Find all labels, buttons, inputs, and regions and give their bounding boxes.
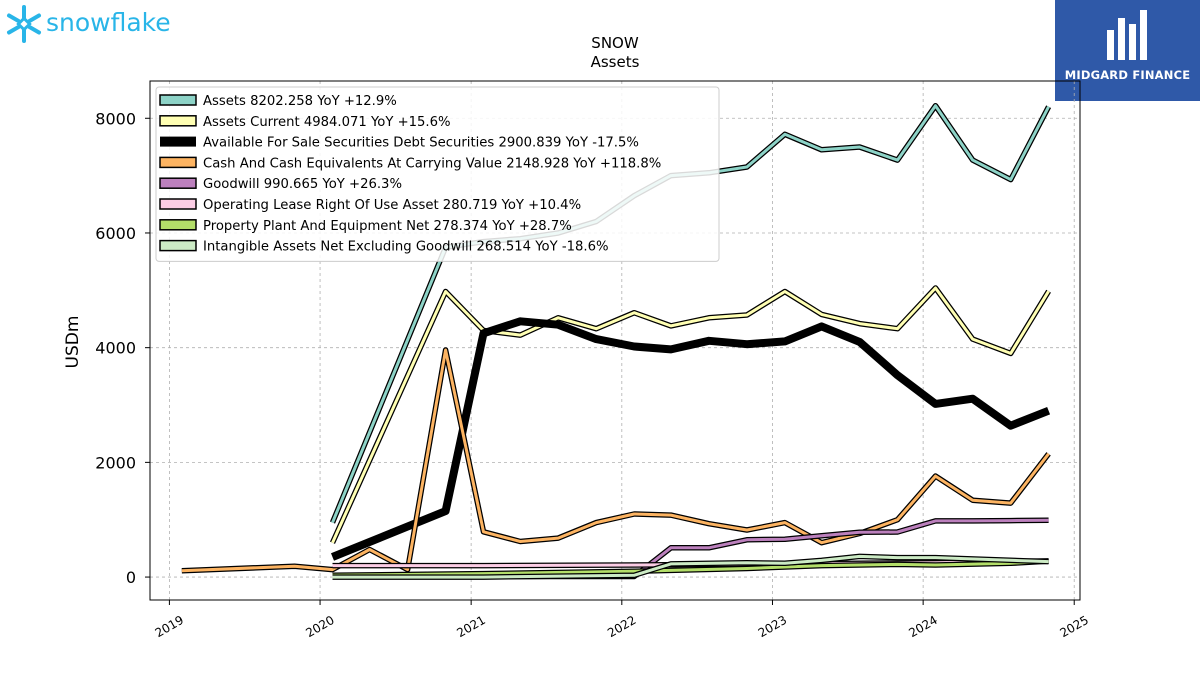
y-tick-label: 4000 bbox=[95, 339, 136, 358]
series-layer bbox=[181, 102, 1052, 580]
legend-swatch bbox=[159, 115, 197, 127]
snowflake-logo: snowflake bbox=[4, 4, 184, 44]
legend-swatch bbox=[159, 177, 197, 189]
series-line-outline-4 bbox=[181, 347, 1051, 574]
x-tick-label: 2024 bbox=[906, 613, 939, 640]
legend-label: Property Plant And Equipment Net 278.374… bbox=[203, 219, 572, 234]
x-tick-label: 2020 bbox=[303, 613, 336, 640]
series-line-outline-2 bbox=[329, 285, 1051, 544]
midgard-finance-logo: MIDGARD FINANCE bbox=[1055, 0, 1200, 101]
snowflake-logo-graphic: snowflake bbox=[7, 5, 171, 43]
legend-swatch bbox=[159, 198, 197, 210]
x-tick-label: 2023 bbox=[756, 613, 789, 640]
series-line-4 bbox=[181, 348, 1050, 573]
legend-label: Available For Sale Securities Debt Secur… bbox=[203, 136, 639, 151]
y-tick-label: 2000 bbox=[95, 453, 136, 472]
legend-label: Goodwill 990.665 YoY +26.3% bbox=[203, 177, 402, 192]
y-tick-label: 0 bbox=[126, 568, 136, 587]
legend-label: Intangible Assets Net Excluding Goodwill… bbox=[203, 240, 609, 255]
legend-label: Assets 8202.258 YoY +12.9% bbox=[203, 94, 397, 109]
midgard-finance-emblem bbox=[1107, 10, 1147, 60]
series-line-2 bbox=[331, 286, 1050, 544]
chart-subtitle: Assets bbox=[591, 53, 640, 71]
plot-frame bbox=[149, 80, 1081, 601]
x-tick-label: 2025 bbox=[1057, 613, 1090, 640]
legend-swatch bbox=[159, 94, 197, 106]
chart-title: SNOW bbox=[591, 34, 639, 52]
x-tick-label: 2019 bbox=[153, 613, 186, 640]
midgard-finance-wordmark: MIDGARD FINANCE bbox=[1064, 68, 1191, 82]
y-axis-label: USDm bbox=[63, 316, 83, 369]
legend-swatch bbox=[159, 219, 197, 231]
y-tick-label: 8000 bbox=[95, 109, 136, 128]
series-line-8 bbox=[332, 554, 1049, 579]
legend-box bbox=[155, 86, 720, 262]
series-line-7 bbox=[332, 559, 1049, 577]
legend-swatch bbox=[159, 156, 197, 169]
legend-label: Cash And Cash Equivalents At Carrying Va… bbox=[203, 156, 661, 171]
legend-swatch bbox=[160, 136, 196, 147]
legend-swatch bbox=[159, 239, 197, 252]
x-tick-label: 2022 bbox=[605, 613, 638, 640]
snowflake-wordmark: snowflake bbox=[46, 8, 171, 37]
snowflake-icon bbox=[7, 5, 41, 43]
legend-label: Operating Lease Right Of Use Asset 280.7… bbox=[203, 198, 581, 213]
y-tick-label: 6000 bbox=[95, 224, 136, 243]
x-tick-label: 2021 bbox=[454, 613, 487, 640]
legend-label: Assets Current 4984.071 YoY +15.6% bbox=[203, 115, 451, 130]
legend: Assets 8202.258 YoY +12.9% Assets Current… bbox=[155, 86, 720, 262]
series-line-3 bbox=[330, 317, 1051, 561]
